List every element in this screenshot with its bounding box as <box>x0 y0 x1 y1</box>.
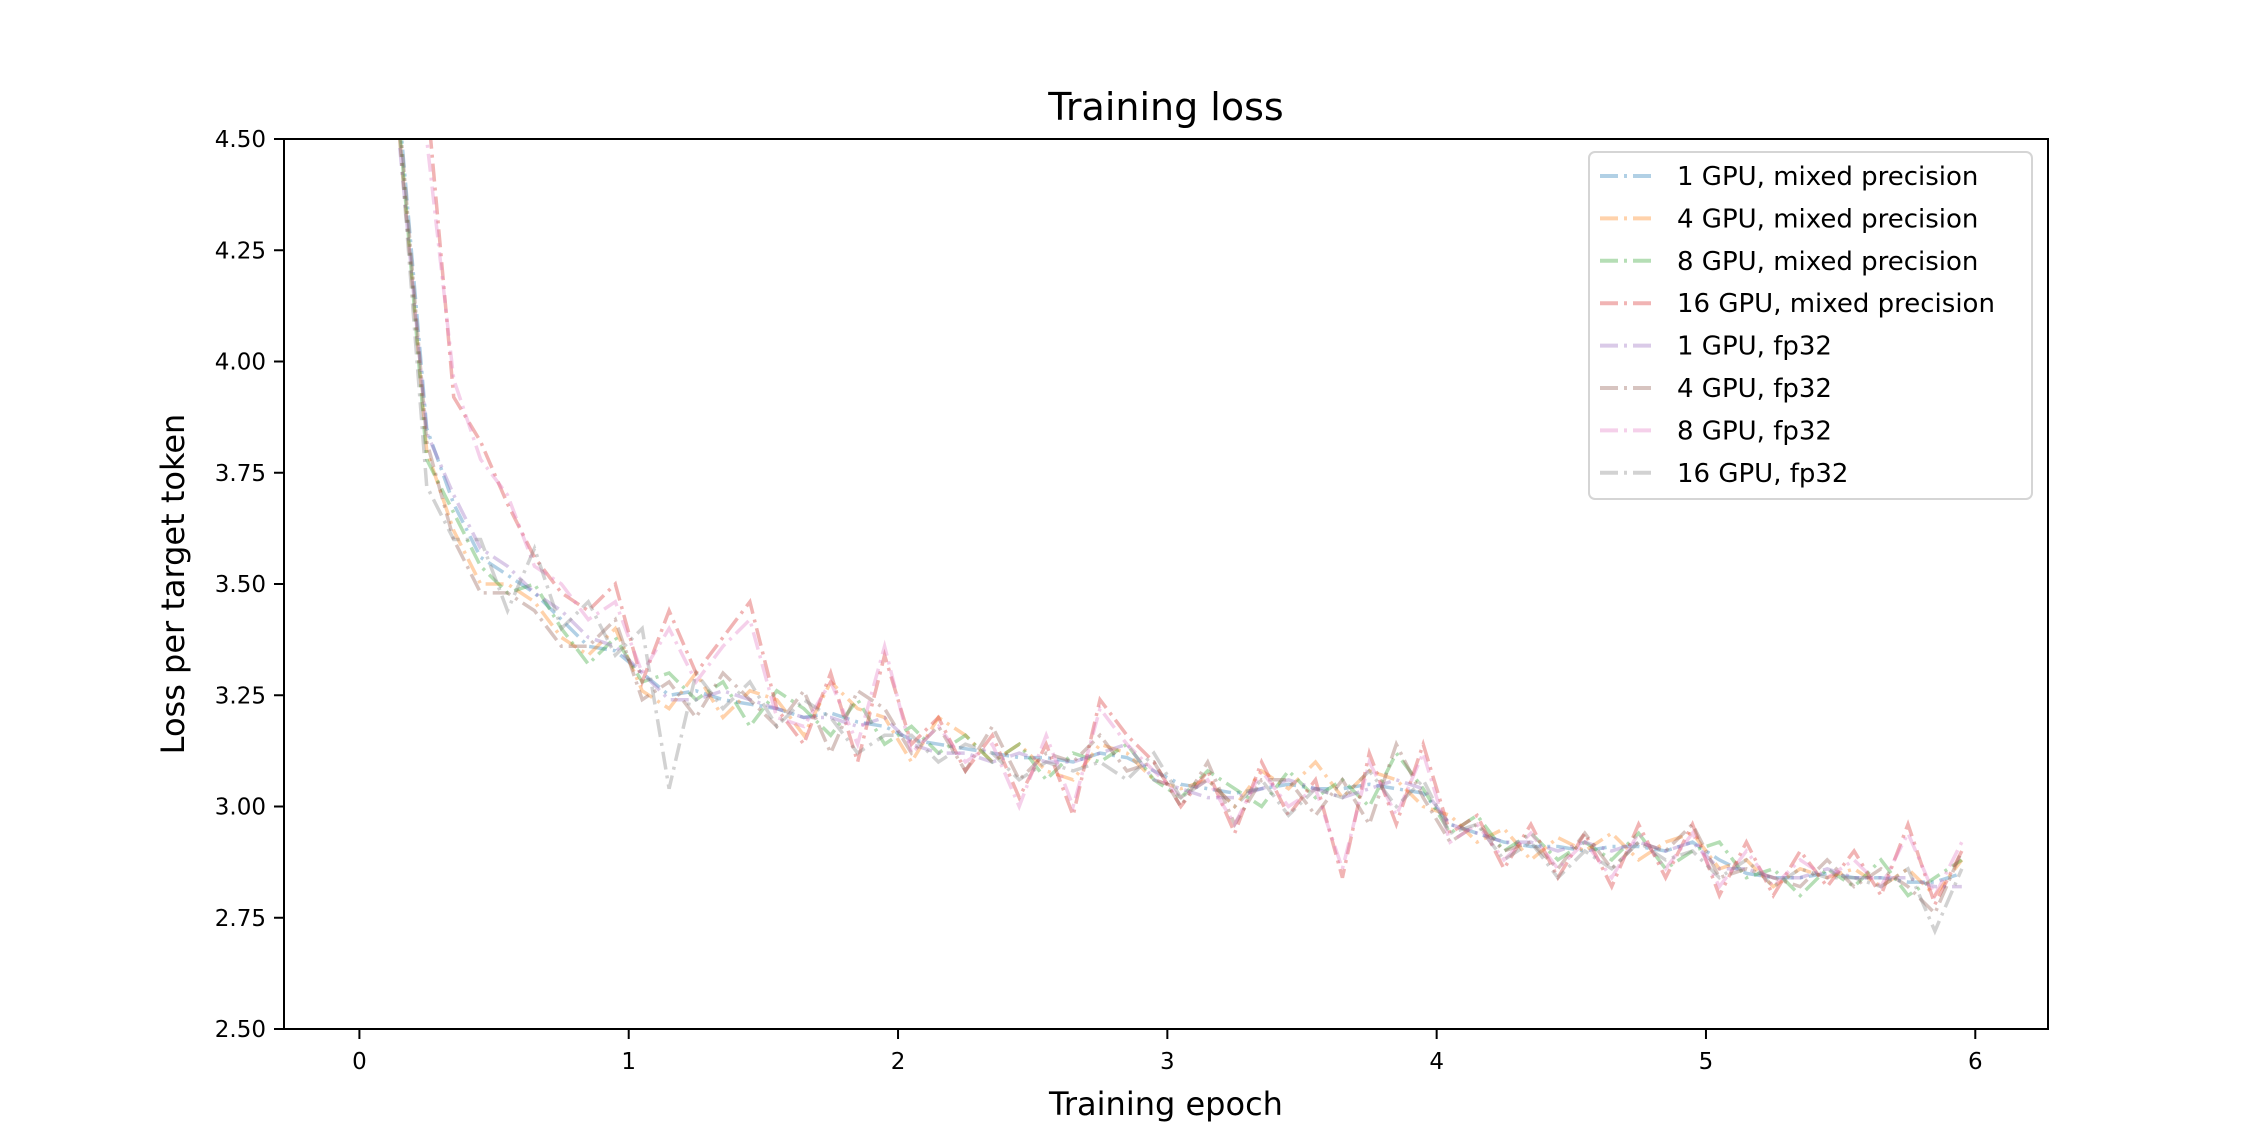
y-axis: 2.50 2.75 3.00 3.25 3.50 3.75 4.00 4.25 4.50 <box>215 127 284 1043</box>
x-axis-label: Training epoch <box>1048 1085 1283 1123</box>
legend-entry: 8 GPU, fp32 <box>1600 416 1832 446</box>
y-tick-label: 3.00 <box>215 795 266 821</box>
chart-title: Training loss <box>1047 85 1283 129</box>
legend-label: 16 GPU, mixed precision <box>1677 289 1995 319</box>
y-tick-label: 4.50 <box>215 127 266 153</box>
x-axis: 0 1 2 3 4 5 6 <box>352 1029 1983 1075</box>
legend: 1 GPU, mixed precision 4 GPU, mixed preci… <box>1588 151 2033 500</box>
x-tick-label: 1 <box>621 1049 636 1075</box>
legend-entry: 4 GPU, fp32 <box>1600 374 1832 404</box>
legend-label: 8 GPU, mixed precision <box>1677 247 1978 277</box>
legend-label: 1 GPU, fp32 <box>1677 332 1832 362</box>
y-tick-label: 4.25 <box>215 238 266 264</box>
series-line-1 <box>399 139 1963 884</box>
legend-label: 1 GPU, mixed precision <box>1677 162 1978 192</box>
series-lines <box>398 139 1964 936</box>
y-tick-label: 3.50 <box>215 572 266 598</box>
x-tick-label: 3 <box>1160 1049 1175 1075</box>
series-line-5 <box>398 147 1962 889</box>
x-tick-label: 6 <box>1968 1049 1983 1075</box>
series-line-2 <box>398 139 1964 899</box>
legend-label: 4 GPU, mixed precision <box>1677 204 1978 234</box>
series-line-7 <box>424 139 1964 900</box>
series-line-6 <box>399 139 1964 917</box>
legend-label: 4 GPU, fp32 <box>1677 374 1832 404</box>
legend-frame <box>1588 151 2033 500</box>
legend-entry: 1 GPU, fp32 <box>1600 332 1832 362</box>
legend-entry: 1 GPU, mixed precision <box>1600 162 1978 192</box>
legend-entry: 16 GPU, fp32 <box>1600 459 1848 489</box>
x-tick-label: 0 <box>352 1049 367 1075</box>
y-tick-label: 4.00 <box>215 350 266 376</box>
y-tick-label: 3.25 <box>215 683 266 709</box>
x-tick-label: 2 <box>891 1049 906 1075</box>
x-tick-label: 4 <box>1429 1049 1444 1075</box>
y-tick-label: 2.75 <box>215 906 266 932</box>
legend-entry: 16 GPU, mixed precision <box>1600 289 1995 319</box>
series-line-8 <box>398 139 1964 936</box>
y-axis-label: Loss per target token <box>154 414 192 755</box>
legend-entry: 4 GPU, mixed precision <box>1600 204 1978 234</box>
y-tick-label: 3.75 <box>215 461 266 487</box>
legend-label: 16 GPU, fp32 <box>1677 459 1848 489</box>
legend-label: 8 GPU, fp32 <box>1677 416 1832 446</box>
x-tick-label: 5 <box>1699 1049 1714 1075</box>
legend-entry: 8 GPU, mixed precision <box>1600 247 1978 277</box>
y-tick-label: 2.50 <box>215 1017 266 1043</box>
series-line-4 <box>428 139 1964 909</box>
series-line-3 <box>398 139 1963 898</box>
